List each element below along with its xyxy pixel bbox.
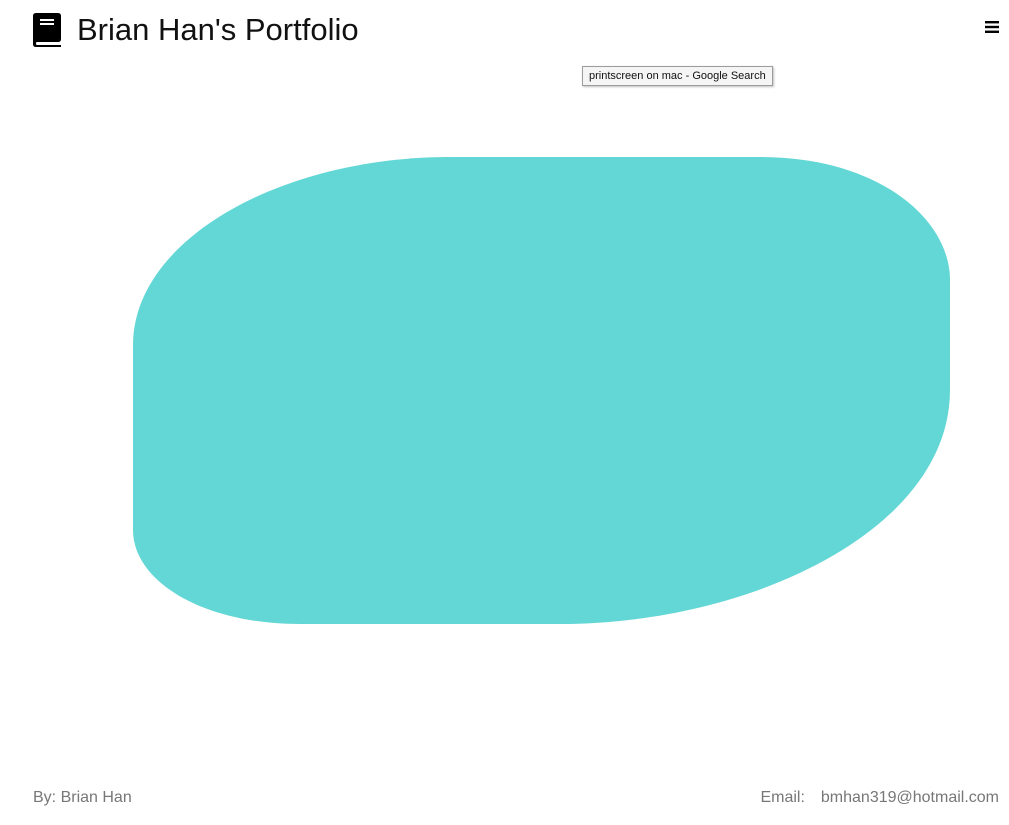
tooltip: printscreen on mac - Google Search bbox=[582, 66, 773, 86]
footer-email-block: Email: bmhan319@hotmail.com bbox=[760, 788, 999, 808]
email-label: Email: bbox=[760, 789, 805, 806]
email-link[interactable]: bmhan319@hotmail.com bbox=[820, 789, 999, 806]
brand[interactable]: Brian Han's Portfolio bbox=[33, 10, 359, 50]
page-title: Brian Han's Portfolio bbox=[77, 12, 359, 47]
book-icon bbox=[33, 13, 61, 47]
hamburger-menu-icon[interactable] bbox=[984, 19, 1000, 35]
footer-author: By: Brian Han bbox=[33, 789, 132, 806]
blob-shape bbox=[133, 157, 950, 624]
